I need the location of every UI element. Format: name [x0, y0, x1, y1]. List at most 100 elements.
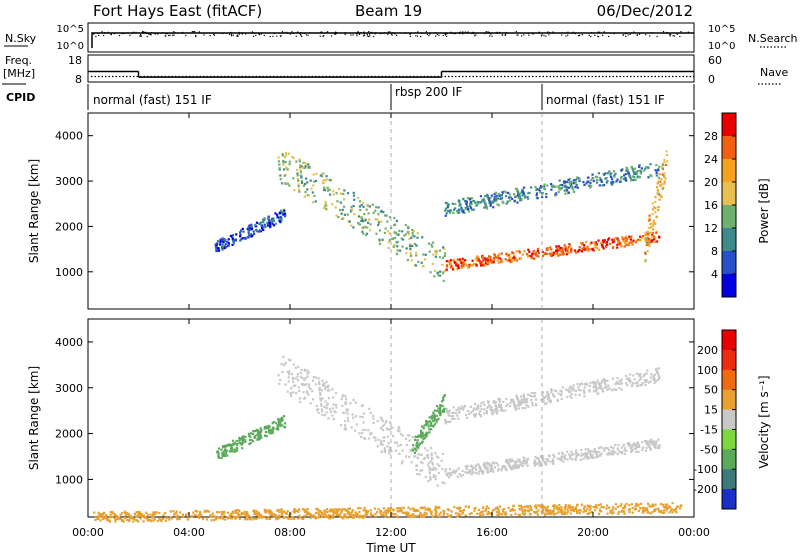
- range-cell: [589, 243, 592, 246]
- noise-sample: [489, 35, 491, 37]
- noise-sample: [435, 35, 437, 37]
- range-cell: [588, 450, 591, 454]
- range-cell: [642, 511, 645, 514]
- range-cell: [244, 439, 247, 442]
- range-cell: [668, 511, 671, 514]
- range-cell: [650, 240, 653, 243]
- range-cell: [419, 469, 422, 472]
- range-cell: [343, 428, 346, 431]
- range-cell: [428, 509, 431, 512]
- range-cell: [646, 230, 649, 233]
- range-cell: [602, 389, 605, 393]
- range-cell: [233, 515, 236, 519]
- range-cell: [325, 178, 328, 181]
- range-cell: [480, 510, 483, 514]
- range-cell: [594, 246, 597, 249]
- range-cell: [661, 173, 664, 176]
- noise-sample: [528, 34, 530, 36]
- noise-sample: [662, 32, 664, 34]
- range-cell: [449, 259, 452, 262]
- range-cell: [643, 507, 646, 510]
- range-cell: [518, 250, 521, 253]
- range-cell: [486, 469, 489, 472]
- range-cell: [279, 418, 283, 421]
- range-cell: [479, 405, 482, 408]
- range-cell: [493, 462, 496, 465]
- range-cell: [465, 416, 469, 419]
- range-cell: [281, 182, 284, 185]
- range-cell: [590, 185, 593, 188]
- range-cell: [654, 222, 657, 225]
- range-cell: [306, 181, 309, 184]
- range-cell: [496, 409, 499, 412]
- range-cell: [543, 187, 546, 190]
- range-cell: [358, 510, 361, 514]
- range-cell: [466, 197, 469, 200]
- range-cell: [564, 248, 567, 251]
- range-cell: [277, 428, 280, 431]
- range-cell: [627, 172, 630, 175]
- range-cell: [311, 191, 314, 194]
- range-cell: [596, 379, 599, 382]
- range-cell: [501, 510, 505, 513]
- range-cell: [401, 434, 404, 437]
- range-cell: [179, 511, 182, 514]
- freq-left-tick-top: 18: [68, 54, 82, 67]
- range-cell: [257, 516, 260, 519]
- range-cell: [315, 516, 319, 519]
- range-cell: [342, 394, 345, 397]
- range-cell: [381, 428, 385, 432]
- range-cell: [664, 503, 668, 506]
- range-cell: [444, 269, 447, 272]
- range-cell: [620, 378, 623, 381]
- y-tick-label: 3000: [55, 175, 83, 188]
- range-cell: [664, 163, 668, 166]
- noise-sample: [98, 34, 100, 36]
- noise-sample: [591, 31, 593, 34]
- range-cell: [555, 245, 558, 248]
- range-cell: [603, 380, 606, 384]
- range-cell: [523, 458, 526, 461]
- range-cell: [427, 242, 431, 245]
- range-cell: [254, 430, 257, 433]
- range-cell: [528, 191, 531, 195]
- range-cell: [393, 236, 397, 240]
- range-cell: [445, 407, 448, 411]
- range-cell: [510, 468, 513, 471]
- range-cell: [385, 214, 388, 217]
- range-cell: [482, 263, 485, 266]
- range-cell: [572, 179, 575, 182]
- range-cell: [548, 511, 551, 515]
- range-cell: [629, 235, 633, 238]
- range-cell: [663, 176, 666, 179]
- range-cell: [545, 402, 548, 405]
- range-cell: [458, 411, 461, 414]
- range-cell: [276, 509, 279, 512]
- range-cell: [459, 509, 462, 513]
- range-cell: [464, 404, 467, 407]
- range-cell: [313, 514, 316, 517]
- range-cell: [415, 509, 418, 513]
- range-cell: [393, 441, 397, 444]
- range-cell: [442, 396, 445, 399]
- nsky-label: N.Sky: [5, 32, 37, 45]
- range-cell: [456, 507, 459, 510]
- range-cell: [300, 368, 303, 372]
- range-cell: [648, 217, 651, 220]
- range-cell: [610, 453, 613, 456]
- freq-right-tick-bottom: 0: [708, 73, 715, 86]
- range-cell: [631, 511, 634, 514]
- range-cell: [534, 461, 537, 464]
- range-cell: [286, 182, 290, 185]
- range-cell: [296, 174, 299, 177]
- range-cell: [576, 382, 579, 386]
- noise-sample: [140, 35, 142, 37]
- noise-sample: [426, 33, 429, 36]
- range-cell: [474, 466, 477, 469]
- range-cell: [522, 192, 525, 195]
- range-cell: [365, 232, 369, 235]
- range-cell: [472, 471, 475, 474]
- range-cell: [420, 506, 424, 509]
- range-cell: [653, 509, 656, 513]
- range-cell: [611, 512, 614, 515]
